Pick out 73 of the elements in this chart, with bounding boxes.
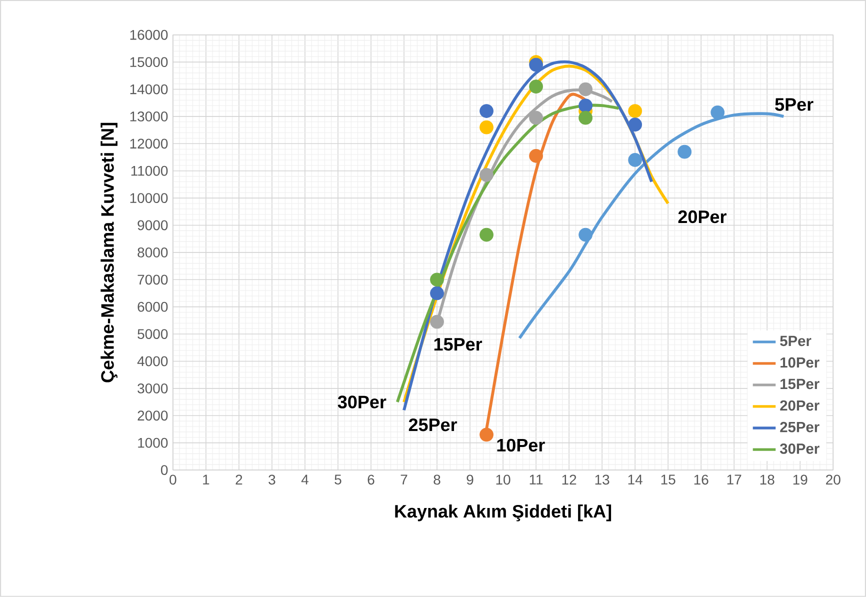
y-tick-label: 12000 bbox=[130, 138, 168, 149]
x-tick-label: 14 bbox=[628, 474, 642, 484]
x-tick-label: 19 bbox=[793, 474, 808, 485]
point bbox=[628, 153, 642, 167]
text: 25Per bbox=[408, 418, 458, 432]
x-tick-label: 1 bbox=[203, 474, 210, 484]
y-tick-label: 8000 bbox=[138, 248, 168, 258]
point bbox=[480, 120, 494, 134]
point bbox=[430, 314, 444, 329]
legend-label: 30Per bbox=[780, 444, 820, 454]
x-tick-label: 11 bbox=[530, 474, 543, 484]
y-tick-label: 14000 bbox=[130, 84, 168, 94]
y-tick-label: 4000 bbox=[137, 356, 168, 366]
legend-label: 25Per bbox=[780, 422, 820, 432]
x-tick-label: 16 bbox=[694, 474, 708, 485]
legend-label: 5Per bbox=[780, 336, 812, 346]
point bbox=[480, 428, 494, 442]
text: 20Per bbox=[678, 210, 726, 224]
x-tick-label: 15 bbox=[661, 474, 676, 485]
point bbox=[578, 82, 592, 96]
x-tick-label: 0 bbox=[170, 474, 176, 485]
point bbox=[578, 228, 592, 242]
text: 15Per bbox=[434, 338, 482, 351]
x-tick-label: 3 bbox=[268, 474, 276, 485]
legend-label: 10Per bbox=[780, 357, 820, 368]
point bbox=[578, 110, 592, 125]
x-tick-label: 13 bbox=[595, 474, 610, 485]
point bbox=[529, 110, 543, 125]
y-tick-label: 5000 bbox=[138, 329, 168, 340]
y-tick-label: 1000 bbox=[138, 438, 168, 448]
point bbox=[628, 104, 642, 118]
x-tick-label: 6 bbox=[368, 474, 374, 485]
y-tick-label: 6000 bbox=[138, 302, 168, 312]
y-tick-label: 9000 bbox=[138, 220, 168, 230]
point bbox=[628, 118, 642, 132]
point bbox=[480, 104, 494, 118]
y-tick-label: 10000 bbox=[130, 193, 168, 204]
point bbox=[529, 148, 543, 163]
x-tick-label: 17 bbox=[727, 474, 742, 484]
text: 5Per bbox=[775, 98, 814, 111]
point bbox=[529, 80, 543, 94]
x-tick-label: 10 bbox=[496, 474, 510, 485]
x-tick-label: 4 bbox=[301, 474, 308, 484]
text: 10Per bbox=[497, 438, 545, 452]
y-tick-label: 16000 bbox=[130, 30, 168, 40]
y-tick-label: 0 bbox=[160, 465, 168, 476]
x-axis-title: Kaynak Akım Şiddeti [kA] bbox=[395, 504, 612, 522]
legend-label: 15Per bbox=[780, 378, 820, 390]
x-tick-label: 18 bbox=[760, 474, 774, 485]
x-tick-label: 8 bbox=[434, 474, 440, 485]
x-tick-label: 5 bbox=[334, 474, 342, 485]
x-tick-label: 9 bbox=[466, 474, 474, 485]
y-axis-title: Çekme-Makaslama Kuvveti [N] bbox=[100, 122, 118, 382]
x-tick-label: 7 bbox=[400, 474, 408, 484]
point bbox=[678, 144, 692, 159]
x-tick-label: 12 bbox=[562, 474, 576, 485]
y-tick-label: 2000 bbox=[138, 410, 168, 421]
point bbox=[710, 105, 725, 120]
point bbox=[529, 58, 543, 72]
y-tick-label: 13000 bbox=[130, 112, 168, 122]
legend-label: 20Per bbox=[780, 400, 820, 411]
y-tick-label: 7000 bbox=[138, 274, 168, 285]
point bbox=[430, 272, 444, 287]
text: 30Per bbox=[338, 396, 386, 408]
point bbox=[578, 98, 592, 113]
y-tick-label: 3000 bbox=[138, 384, 168, 394]
x-tick-label: 2 bbox=[236, 474, 242, 485]
x-tick-label: 20 bbox=[826, 474, 840, 485]
y-tick-label: 15000 bbox=[130, 57, 168, 68]
point bbox=[430, 286, 444, 300]
y-tick-label: 11000 bbox=[131, 166, 168, 176]
point bbox=[480, 168, 494, 182]
point bbox=[480, 228, 494, 242]
